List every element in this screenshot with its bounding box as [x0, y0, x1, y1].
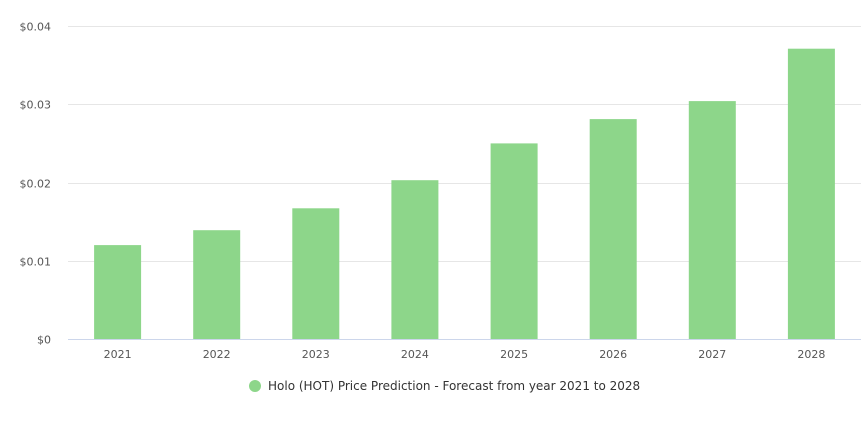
x-tick-label: 2022	[203, 348, 231, 361]
y-axis-tick-labels: $0 $0.01 $0.02 $0.03 $0.04	[20, 21, 52, 347]
y-tick-label: $0.03	[20, 99, 52, 112]
y-tick-label: $0.02	[20, 178, 52, 191]
y-tick-label: $0	[37, 334, 51, 347]
x-axis-tick-labels: 2021 2022 2023 2024 2025 2026 2027 2028	[104, 348, 826, 361]
gridlines	[68, 26, 861, 340]
x-tick-label: 2026	[599, 348, 627, 361]
bar-2028[interactable]	[787, 48, 835, 339]
bar-2022[interactable]	[193, 230, 241, 339]
bar-2025[interactable]	[490, 143, 538, 339]
x-tick-label: 2025	[500, 348, 528, 361]
y-tick-label: $0.04	[20, 21, 52, 34]
bar-2023[interactable]	[292, 208, 340, 339]
bars	[94, 48, 835, 339]
x-tick-label: 2028	[797, 348, 825, 361]
bar-2021[interactable]	[94, 245, 142, 339]
y-tick-label: $0.01	[20, 256, 52, 269]
legend-label[interactable]: Holo (HOT) Price Prediction - Forecast f…	[268, 379, 640, 393]
bar-2027[interactable]	[688, 101, 736, 339]
x-tick-label: 2021	[104, 348, 132, 361]
bar-2024[interactable]	[391, 180, 439, 339]
legend-marker[interactable]	[249, 380, 261, 392]
x-tick-label: 2027	[698, 348, 726, 361]
legend[interactable]: Holo (HOT) Price Prediction - Forecast f…	[249, 379, 640, 393]
x-tick-label: 2024	[401, 348, 429, 361]
x-tick-label: 2023	[302, 348, 330, 361]
bar-2026[interactable]	[589, 119, 637, 339]
